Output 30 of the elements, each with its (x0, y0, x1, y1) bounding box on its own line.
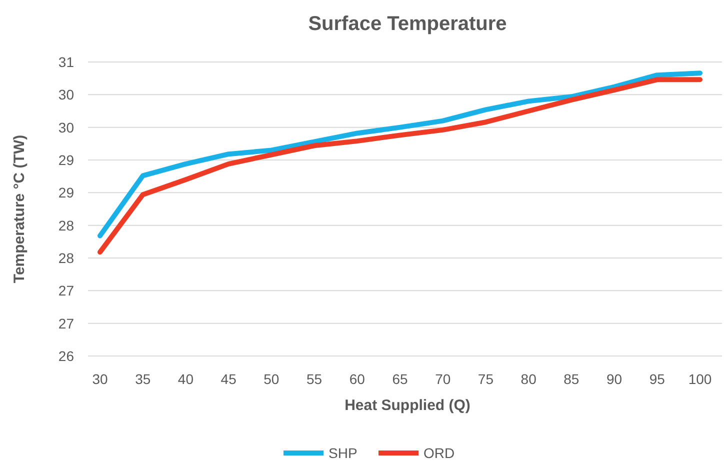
y-tick-label: 30 (58, 119, 74, 136)
x-tick-label: 100 (688, 371, 712, 387)
x-tick-label: 35 (135, 371, 151, 387)
x-tick-label: 75 (478, 371, 494, 387)
x-tick-label: 95 (649, 371, 666, 387)
x-tick-label: 50 (264, 371, 280, 387)
y-tick-label: 30 (58, 86, 74, 103)
x-tick-label: 40 (178, 371, 194, 387)
x-tick-label: 60 (349, 371, 366, 387)
y-tick-label: 27 (58, 315, 74, 332)
x-tick-label: 85 (564, 371, 580, 387)
x-tick-label: 55 (306, 371, 322, 387)
y-axis-title: Temperature °C (TW) (11, 134, 28, 284)
y-tick-label: 29 (58, 184, 74, 201)
y-tick-label: 26 (58, 348, 74, 364)
y-tick-label: 27 (58, 282, 74, 299)
chart-title: Surface Temperature (308, 13, 507, 35)
x-axis-title: Heat Supplied (Q) (344, 397, 470, 414)
x-tick-label: 90 (606, 371, 622, 387)
y-tick-label: 28 (58, 250, 74, 266)
legend-label: ORD (424, 445, 455, 461)
x-tick-label: 70 (435, 371, 451, 387)
x-tick-label: 65 (392, 371, 408, 387)
x-tick-label: 30 (92, 371, 108, 387)
legend-label: SHP (328, 445, 358, 461)
x-tick-label: 45 (220, 371, 237, 387)
x-tick-label: 80 (520, 371, 537, 387)
y-tick-label: 31 (58, 54, 74, 70)
y-tick-label: 29 (58, 152, 74, 168)
y-tick-label: 28 (58, 217, 74, 234)
